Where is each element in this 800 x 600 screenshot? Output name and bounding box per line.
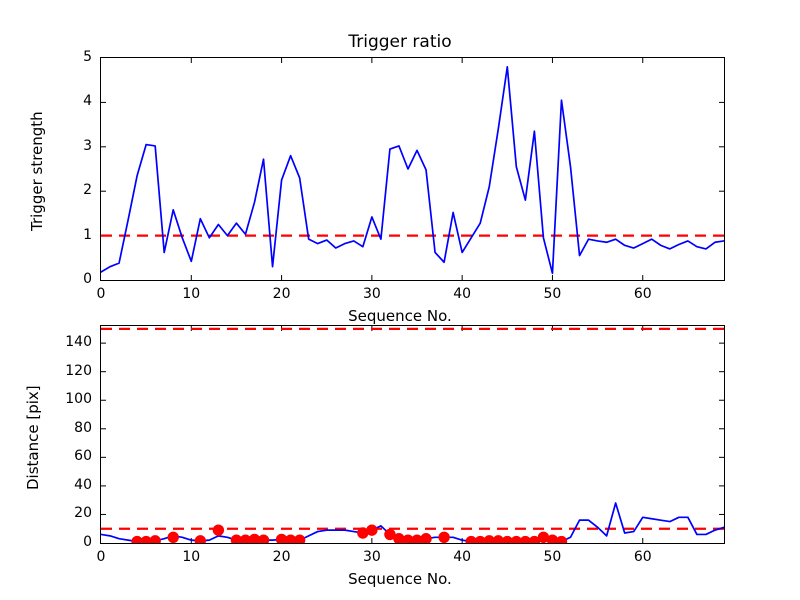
data-marker: [212, 524, 225, 536]
x-tick-label: 20: [272, 549, 291, 565]
data-line-trigger-ratio-0: [101, 66, 724, 275]
x-tick-label: 30: [362, 286, 381, 302]
x-tick-label: 50: [543, 549, 562, 565]
x-tick-label: 60: [633, 286, 652, 302]
data-marker: [438, 531, 450, 543]
y-tick-label: 5: [83, 49, 92, 65]
plot-svg-trigger-ratio: [101, 58, 724, 280]
data-marker: [420, 533, 432, 543]
x-tick-label: 10: [182, 549, 201, 565]
data-marker: [167, 531, 179, 543]
data-line-distance-0: [101, 502, 724, 543]
y-tick-label: 120: [65, 362, 92, 379]
plot-area-distance: [100, 325, 725, 544]
x-tick-label: 30: [362, 549, 381, 565]
plot-svg-distance: [101, 326, 724, 543]
data-marker: [384, 528, 396, 541]
y-tick-label: 60: [74, 448, 92, 465]
y-tick-label: 4: [83, 93, 92, 110]
y-tick-label: 1: [83, 226, 92, 243]
x-tick-label: 0: [96, 286, 106, 302]
x-tick-label: 10: [182, 286, 201, 302]
data-marker: [528, 535, 541, 543]
x-tick-label: 60: [633, 549, 652, 565]
y-tick-label: 80: [74, 419, 92, 436]
y-tick-label: 100: [65, 391, 92, 408]
y-tick-label: 0: [83, 534, 92, 550]
data-marker: [555, 535, 568, 543]
data-marker: [257, 534, 270, 543]
y-tick-label: 0: [83, 271, 92, 287]
data-marker: [366, 524, 378, 536]
x-tick-label: 20: [272, 286, 291, 302]
y-tick-label: 140: [65, 334, 92, 351]
data-marker: [194, 535, 207, 543]
plot-area-trigger-ratio: [100, 57, 725, 281]
x-tick-label: 40: [453, 549, 472, 565]
data-marker: [293, 534, 306, 543]
x-axis-label-top: Sequence No.: [348, 307, 452, 325]
y-tick-label: 2: [83, 182, 92, 199]
x-tick-label: 40: [453, 286, 472, 302]
y-axis-label-trigger-strength: Trigger strength: [28, 111, 46, 231]
data-marker: [149, 535, 161, 543]
x-axis-label-bottom: Sequence No.: [348, 570, 452, 588]
y-tick-label: 20: [74, 505, 92, 522]
x-tick-label: 0: [96, 549, 106, 565]
y-tick-label: 40: [74, 476, 92, 493]
x-tick-label: 50: [543, 286, 562, 302]
chart-title-trigger-ratio: Trigger ratio: [348, 32, 452, 52]
y-tick-label: 3: [83, 137, 92, 154]
